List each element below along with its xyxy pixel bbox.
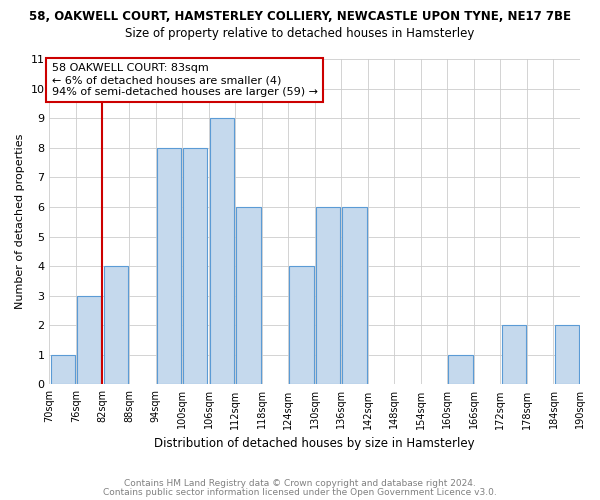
Bar [316,207,340,384]
Bar [448,355,473,384]
Bar [77,296,101,384]
Bar [209,118,234,384]
X-axis label: Distribution of detached houses by size in Hamsterley: Distribution of detached houses by size … [154,437,475,450]
Text: Size of property relative to detached houses in Hamsterley: Size of property relative to detached ho… [125,28,475,40]
Bar [554,326,579,384]
Bar [50,355,75,384]
Y-axis label: Number of detached properties: Number of detached properties [15,134,25,310]
Text: 58 OAKWELL COURT: 83sqm
← 6% of detached houses are smaller (4)
94% of semi-deta: 58 OAKWELL COURT: 83sqm ← 6% of detached… [52,64,317,96]
Text: Contains public sector information licensed under the Open Government Licence v3: Contains public sector information licen… [103,488,497,497]
Bar [183,148,208,384]
Text: 58, OAKWELL COURT, HAMSTERLEY COLLIERY, NEWCASTLE UPON TYNE, NE17 7BE: 58, OAKWELL COURT, HAMSTERLEY COLLIERY, … [29,10,571,23]
Bar [502,326,526,384]
Bar [104,266,128,384]
Bar [236,207,260,384]
Bar [157,148,181,384]
Bar [343,207,367,384]
Text: Contains HM Land Registry data © Crown copyright and database right 2024.: Contains HM Land Registry data © Crown c… [124,478,476,488]
Bar [289,266,314,384]
